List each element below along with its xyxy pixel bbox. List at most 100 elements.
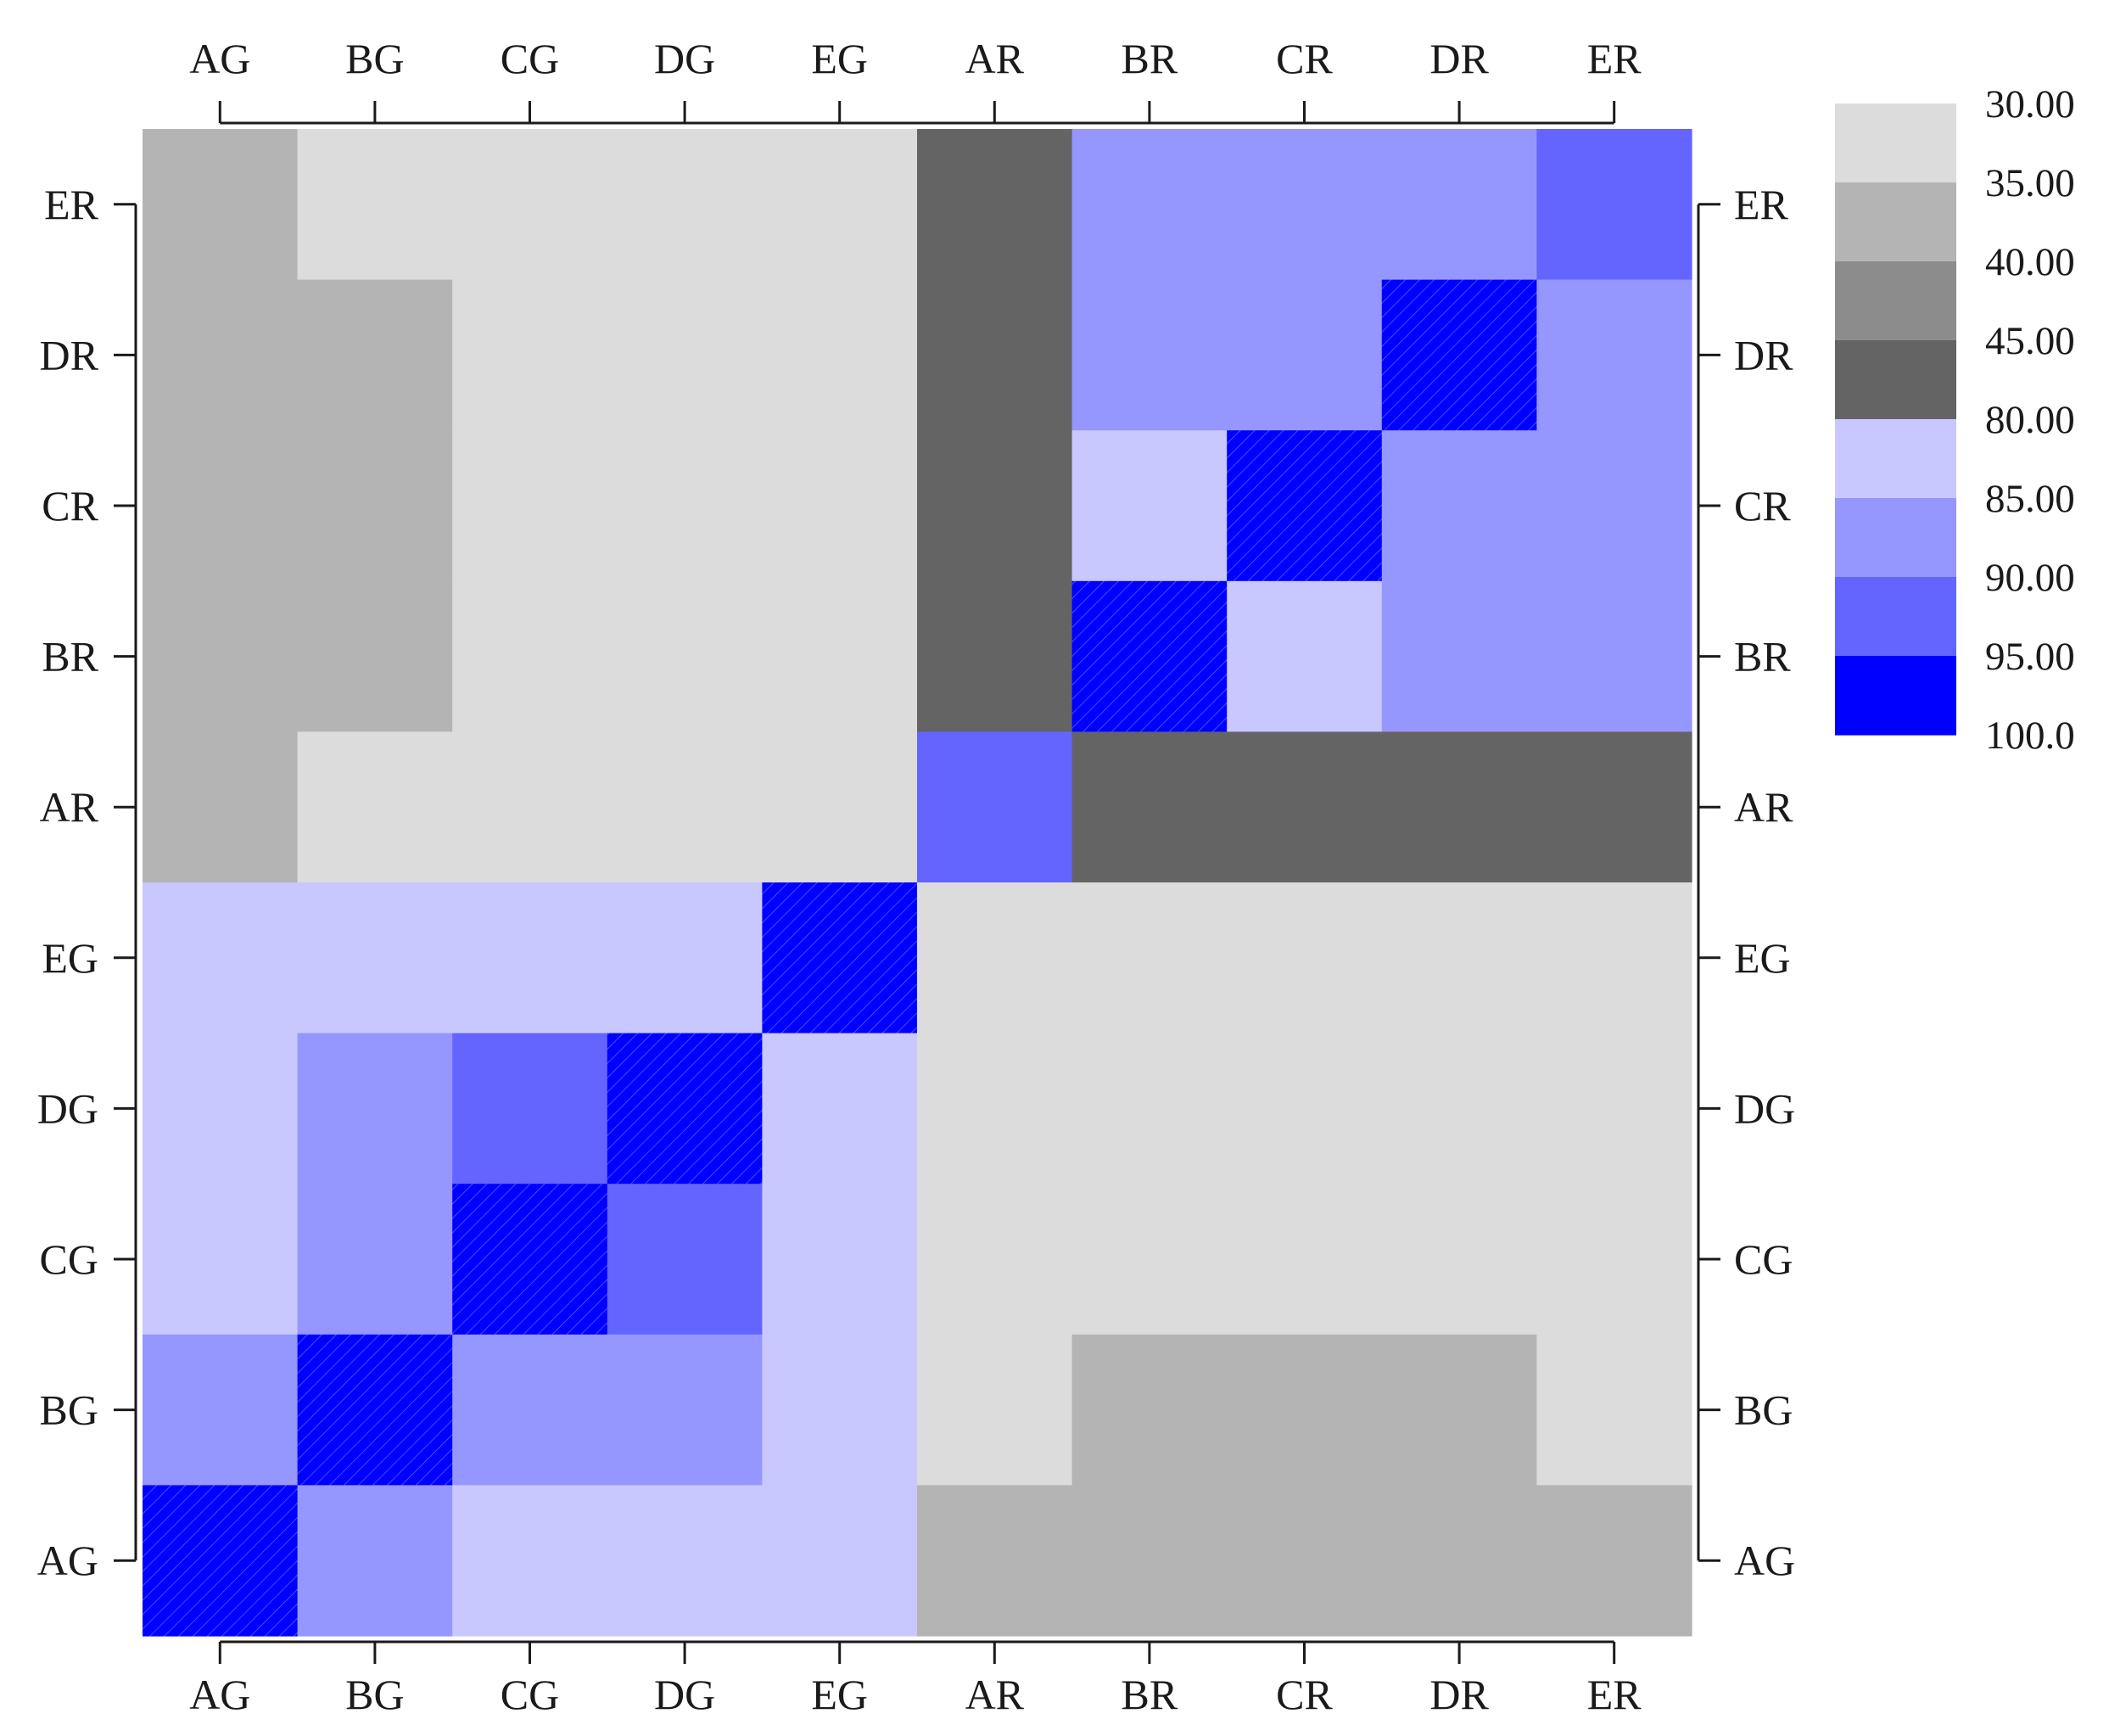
heatmap-cell-DG-ER — [1536, 1033, 1692, 1184]
heatmap-cell-ER-AR — [917, 129, 1073, 281]
heatmap-cell-DR-EG — [762, 279, 918, 431]
heatmap-cell-AR-AG — [143, 731, 299, 883]
heatmap-cell-CR-DR — [1381, 430, 1537, 582]
legend-label-8: 100.0 — [1985, 714, 2075, 758]
heatmap-cell-AR-DR — [1381, 731, 1537, 883]
heatmap-cell-AG-CG — [452, 1485, 608, 1637]
heatmap-cell-ER-DG — [607, 129, 763, 281]
right-axis-label-AG: AG — [1734, 1537, 1795, 1584]
heatmap-cell-CG-AR — [917, 1184, 1073, 1336]
heatmap-cell-AG-AR — [917, 1485, 1073, 1637]
legend-label-5: 85.00 — [1985, 477, 2075, 521]
heatmap-cell-DG-CG — [452, 1033, 608, 1184]
heatmap-cell-CG-DG — [607, 1184, 763, 1336]
heatmap-cell-AG-DR — [1381, 1485, 1537, 1637]
left-axis-label-AR: AR — [40, 783, 99, 831]
heatmap-cell-DG-CR — [1227, 1033, 1383, 1184]
heatmap-cell-AR-BR — [1071, 731, 1228, 883]
heatmap-cell-CR-ER — [1536, 430, 1692, 582]
left-axis-label-CG: CG — [40, 1235, 98, 1283]
heatmap-cell-DG-EG — [762, 1033, 918, 1184]
legend-swatch-5 — [1835, 498, 1956, 578]
heatmap-cell-AR-AR — [917, 731, 1073, 883]
heatmap-cell-BR-CR — [1227, 580, 1383, 732]
heatmap-cell-AG-BR — [1071, 1485, 1228, 1637]
color-legend: 30.00 35.00 40.00 45.00 80.00 85.00 90.00 95.00… — [1835, 82, 2075, 758]
heatmap-cell-DG-BG — [297, 1033, 453, 1184]
bottom-axis-label-BG: BG — [345, 1671, 404, 1718]
heatmap-cell-CR-CG — [452, 430, 608, 582]
heatmap-cell-EG-ER — [1536, 882, 1692, 1034]
heatmap-cell-DR-CR — [1227, 279, 1383, 431]
heatmap-cell-EG-BR — [1071, 882, 1228, 1034]
bottom-axis-label-BR: BR — [1122, 1671, 1178, 1718]
heatmap-cell-BR-ER — [1536, 580, 1692, 732]
heatmap-cell-ER-DR — [1381, 129, 1537, 281]
heatmap-cell-AR-BG — [297, 731, 453, 883]
right-axis-label-CG: CG — [1734, 1235, 1793, 1283]
heatmap-cell-ER-BG — [297, 129, 453, 281]
heatmap-cell-EG-AR — [917, 882, 1073, 1034]
legend-swatch-7 — [1835, 656, 1956, 736]
heatmap-cell-AR-CR — [1227, 731, 1383, 883]
heatmap-cell-CR-BR — [1071, 430, 1228, 582]
right-axis-label-BG: BG — [1734, 1386, 1793, 1434]
heatmap-cell-ER-EG — [762, 129, 918, 281]
legend-label-4: 80.00 — [1985, 398, 2075, 442]
legend-swatch-4 — [1835, 419, 1956, 499]
heatmap-cell-AR-DG — [607, 731, 763, 883]
heatmap-cell-EG-EG — [762, 882, 918, 1034]
heatmap-cell-DR-BR — [1071, 279, 1228, 431]
heatmap-cell-EG-DG — [607, 882, 763, 1034]
top-axis-label-DG: DG — [654, 35, 715, 82]
right-axis-label-DG: DG — [1734, 1084, 1795, 1132]
top-axis-label-DR: DR — [1429, 35, 1489, 82]
heatmap-cell-BG-ER — [1536, 1334, 1692, 1486]
heatmap-cell-BG-CG — [452, 1334, 608, 1486]
heatmap-cell-CG-ER — [1536, 1184, 1692, 1336]
heatmap-cell-DG-BR — [1071, 1033, 1228, 1184]
heatmap-cell-ER-AG — [143, 129, 299, 281]
heatmap-cell-BR-BG — [297, 580, 453, 732]
heatmap-cell-BG-DG — [607, 1334, 763, 1486]
top-axis-label-ER: ER — [1587, 35, 1642, 82]
legend-label-2: 40.00 — [1985, 240, 2075, 284]
bottom-axis-label-CG: CG — [501, 1671, 559, 1718]
heatmap-cell-EG-DR — [1381, 882, 1537, 1034]
heatmap-cell-DG-AR — [917, 1033, 1073, 1184]
heatmap-cell-BG-AG — [143, 1334, 299, 1486]
left-axis-label-CR: CR — [42, 482, 98, 529]
heatmap-cell-ER-CR — [1227, 129, 1383, 281]
heatmap-cell-BG-DR — [1381, 1334, 1537, 1486]
top-axis-label-CG: CG — [501, 35, 559, 82]
heatmap-cell-ER-BR — [1071, 129, 1228, 281]
heatmap-cell-CG-CG — [452, 1184, 608, 1336]
heatmap-cell-AG-EG — [762, 1485, 918, 1637]
heatmap-cell-BR-DR — [1381, 580, 1537, 732]
heatmap-cell-BR-CG — [452, 580, 608, 732]
right-axis-label-BR: BR — [1734, 633, 1791, 680]
heatmap-cell-BR-AG — [143, 580, 299, 732]
heatmap-cell-CR-CR — [1227, 430, 1383, 582]
heatmap-cell-AG-DG — [607, 1485, 763, 1637]
heatmap-cell-BR-BR — [1071, 580, 1228, 732]
legend-swatch-1 — [1835, 182, 1956, 262]
heatmap-cell-BR-EG — [762, 580, 918, 732]
legend-label-0: 30.00 — [1985, 82, 2075, 126]
heatmap-cell-DR-CG — [452, 279, 608, 431]
top-axis-label-BR: BR — [1122, 35, 1178, 82]
legend-swatch-6 — [1835, 577, 1956, 657]
heatmap-cell-CR-EG — [762, 430, 918, 582]
legend-label-7: 95.00 — [1985, 635, 2075, 679]
right-axis-label-AR: AR — [1734, 783, 1793, 831]
right-axis-label-EG: EG — [1734, 934, 1791, 982]
heatmap-cell-BG-AR — [917, 1334, 1073, 1486]
heatmap-cell-BR-DG — [607, 580, 763, 732]
heatmap-cell-AR-EG — [762, 731, 918, 883]
heatmap-cell-DR-AG — [143, 279, 299, 431]
left-axis-label-EG: EG — [42, 934, 98, 982]
bottom-axis-label-DR: DR — [1429, 1671, 1489, 1718]
heatmap-cell-CR-BG — [297, 430, 453, 582]
heatmap-cell-DR-DR — [1381, 279, 1537, 431]
